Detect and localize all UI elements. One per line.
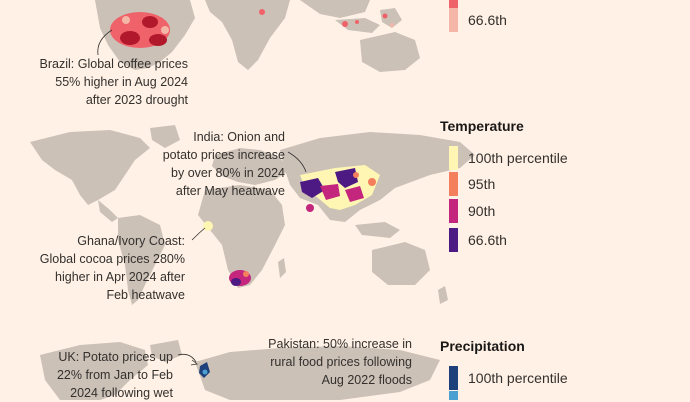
legend-label: 100th percentile bbox=[468, 370, 568, 386]
legend-swatch bbox=[449, 146, 458, 170]
legend-swatch bbox=[449, 199, 458, 223]
south-america-landmass-2 bbox=[118, 215, 165, 305]
indonesia-landmass-2 bbox=[355, 222, 400, 238]
brazil-drought-area bbox=[110, 12, 170, 48]
north-america-landmass bbox=[30, 130, 150, 205]
australia-landmass-1 bbox=[360, 32, 420, 72]
india-china-heat-area bbox=[300, 165, 380, 212]
africa-landmass-1 bbox=[205, 0, 290, 70]
south-africa-heat-area bbox=[229, 270, 251, 286]
brazil-leader-line bbox=[97, 29, 113, 56]
greenland-landmass-3 bbox=[150, 340, 182, 362]
uk-precipitation-area bbox=[199, 362, 210, 378]
india-leader-line bbox=[287, 151, 307, 173]
precipitation-legend-title: Precipitation bbox=[440, 338, 525, 354]
ghana-annotation-line: Feb heatwave bbox=[106, 288, 185, 302]
temperature-legend-row: 66.6th bbox=[449, 228, 507, 252]
indonesia-area bbox=[335, 8, 402, 33]
uk-annotation: UK: Potato prices up 22% from Jan to Feb… bbox=[5, 348, 173, 402]
india-annotation: India: Onion and potato prices increase … bbox=[130, 128, 285, 200]
asia-landmass-1 bbox=[300, 0, 370, 18]
ghana-annotation: Ghana/Ivory Coast: Global cocoa prices 2… bbox=[5, 232, 185, 304]
india-annotation-line: by over 80% in 2024 bbox=[171, 166, 285, 180]
temperature-map bbox=[30, 125, 475, 305]
temperature-legend-row: 100th percentile bbox=[449, 146, 568, 170]
legend-label: 100th percentile bbox=[468, 150, 568, 166]
uk-leader-line bbox=[177, 353, 197, 363]
precipitation-legend-row: 100th percentile bbox=[449, 366, 568, 390]
brazil-annotation-line: 55% higher in Aug 2024 bbox=[55, 75, 188, 89]
uk-annotation-line: 2024 following wet bbox=[70, 386, 173, 400]
india-annotation-line: India: Onion and bbox=[193, 130, 285, 144]
legend-swatch bbox=[449, 0, 458, 10]
ghana-annotation-line: higher in Apr 2024 after bbox=[55, 270, 185, 284]
legend-swatch bbox=[449, 172, 458, 196]
uk-leader-arrow bbox=[190, 359, 198, 366]
australia-landmass-2 bbox=[372, 242, 430, 285]
new-zealand-landmass bbox=[438, 286, 448, 304]
legend-label: 66.6th bbox=[468, 12, 507, 28]
legend-label: 95th bbox=[468, 176, 496, 192]
eurasia-landmass-3 bbox=[195, 346, 440, 400]
greenland-landmass bbox=[150, 125, 180, 148]
brazil-annotation: Brazil: Global coffee prices 55% higher … bbox=[10, 55, 188, 109]
legend-swatch bbox=[449, 8, 458, 32]
pakistan-annotation-line: Aug 2022 floods bbox=[321, 373, 412, 387]
drought-map bbox=[95, 0, 420, 72]
pakistan-annotation: Pakistan: 50% increase in rural food pri… bbox=[240, 335, 412, 389]
legend-swatch bbox=[449, 228, 458, 252]
drought-legend-row bbox=[449, 0, 468, 10]
temperature-legend-title: Temperature bbox=[440, 118, 524, 134]
central-america-landmass bbox=[98, 200, 118, 222]
north-america-landmass-3 bbox=[40, 342, 148, 400]
legend-swatch bbox=[449, 366, 458, 390]
ghana-heat-area bbox=[203, 221, 213, 231]
ghana-annotation-line: Global cocoa prices 280% bbox=[39, 252, 185, 266]
legend-label: 66.6th bbox=[468, 232, 507, 248]
brazil-annotation-line: after 2023 drought bbox=[85, 93, 188, 107]
india-annotation-line: after May heatwave bbox=[175, 184, 285, 198]
uk-annotation-line: 22% from Jan to Feb bbox=[56, 368, 173, 382]
ghana-leader-line bbox=[191, 227, 206, 241]
drought-legend-row: 66.6th bbox=[449, 8, 507, 32]
africa-landmass-2 bbox=[198, 185, 285, 288]
brazil-annotation-line: Brazil: Global coffee prices bbox=[39, 57, 188, 71]
pakistan-annotation-line: rural food prices following bbox=[270, 355, 412, 369]
pakistan-annotation-line: Pakistan: 50% increase in bbox=[268, 337, 412, 351]
madagascar-landmass bbox=[278, 258, 286, 278]
precipitation-legend-row bbox=[449, 391, 468, 400]
temperature-legend-row: 95th bbox=[449, 172, 495, 196]
temperature-legend-row: 90th bbox=[449, 199, 495, 223]
europe-landmass bbox=[212, 148, 290, 185]
legend-label: 90th bbox=[468, 203, 496, 219]
uk-annotation-line: UK: Potato prices up bbox=[58, 350, 173, 364]
india-annotation-line: potato prices increase bbox=[162, 148, 285, 162]
ghana-annotation-line: Ghana/Ivory Coast: bbox=[77, 234, 185, 248]
legend-swatch bbox=[449, 391, 458, 400]
precipitation-map bbox=[40, 340, 440, 400]
